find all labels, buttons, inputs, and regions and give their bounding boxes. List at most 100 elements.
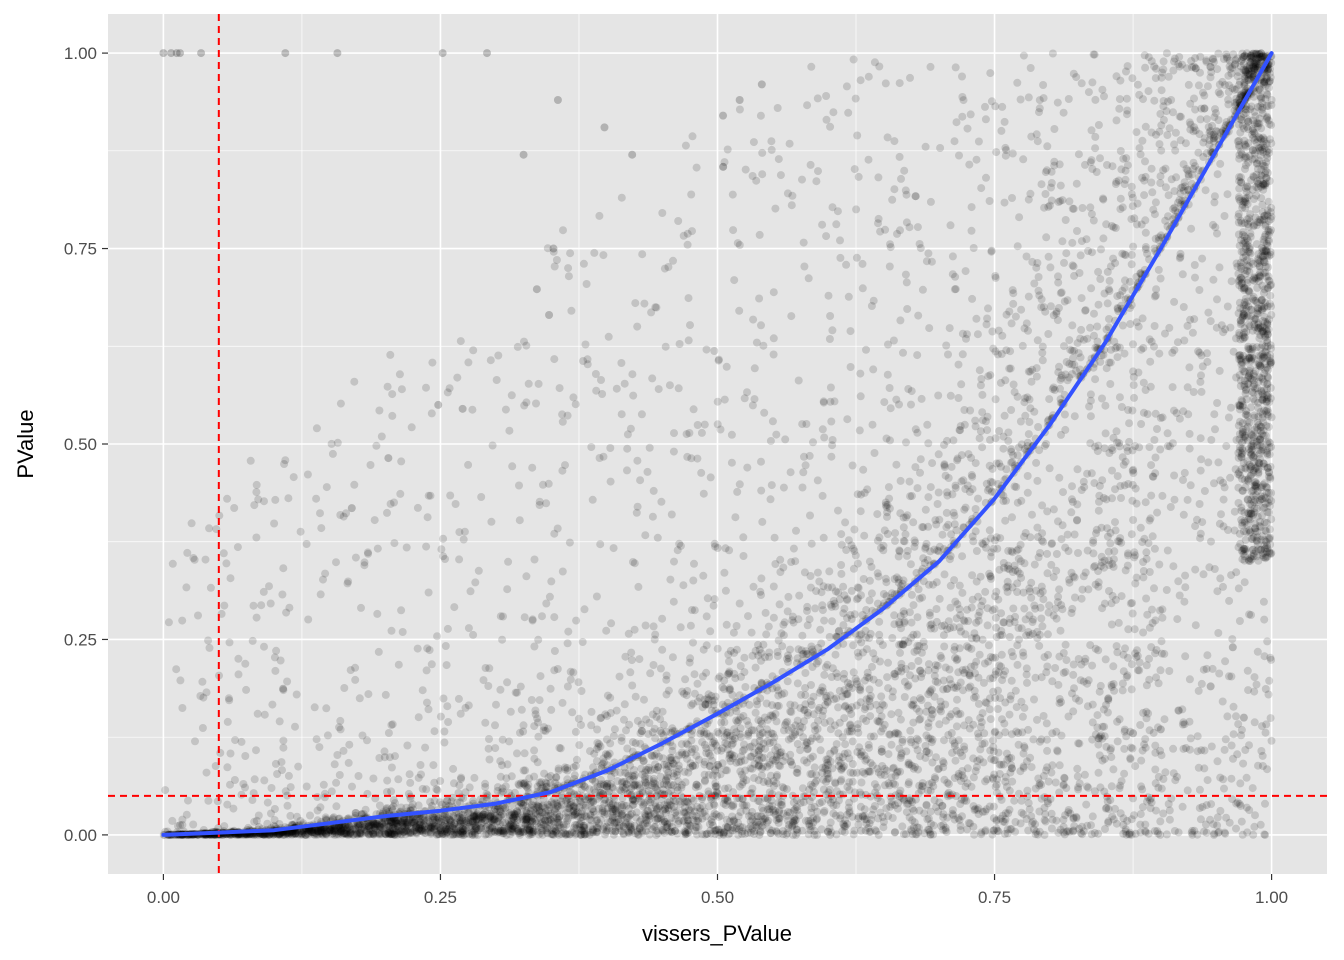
data-point [571, 727, 580, 736]
data-point [644, 774, 653, 783]
data-point [895, 547, 904, 556]
data-point [873, 569, 882, 578]
data-point [577, 721, 585, 729]
data-point [537, 828, 546, 837]
data-point [1264, 65, 1273, 74]
data-point [1250, 822, 1259, 831]
data-point [1068, 321, 1077, 330]
data-point [1050, 386, 1059, 394]
data-point [859, 714, 868, 723]
data-point [1202, 828, 1211, 837]
data-point [994, 827, 1003, 836]
data-point [1175, 254, 1184, 263]
data-point [591, 370, 600, 378]
data-point [1107, 345, 1115, 354]
data-point [223, 800, 232, 809]
data-point [394, 660, 403, 669]
data-point [1077, 325, 1086, 334]
data-point [1197, 371, 1205, 380]
data-point [1001, 151, 1010, 160]
data-point [481, 718, 490, 727]
data-point [421, 743, 430, 752]
data-point [1043, 549, 1052, 558]
data-point [364, 830, 373, 839]
data-point [934, 488, 943, 497]
data-point [900, 166, 909, 175]
data-point [542, 779, 551, 788]
data-point [522, 782, 531, 791]
data-point [803, 745, 812, 754]
data-point [520, 337, 528, 346]
data-point [1223, 190, 1232, 199]
data-point [871, 826, 880, 835]
data-point [845, 778, 854, 787]
data-point [798, 175, 806, 184]
data-point [919, 523, 928, 532]
data-point [772, 430, 781, 439]
data-point [839, 639, 848, 648]
data-point [1042, 766, 1051, 775]
data-point [433, 632, 442, 641]
data-point [1005, 565, 1014, 574]
data-point [1073, 339, 1082, 348]
data-point [1037, 780, 1046, 789]
data-point [520, 401, 529, 410]
data-point [879, 701, 888, 710]
data-point [605, 749, 614, 758]
data-point [397, 803, 406, 812]
data-point [929, 782, 938, 791]
data-point [973, 757, 982, 765]
data-point [644, 781, 653, 790]
data-point [490, 815, 499, 824]
data-point [991, 592, 1000, 601]
data-point [987, 548, 996, 557]
data-point [1026, 189, 1035, 198]
data-point [998, 102, 1007, 111]
data-point [467, 827, 476, 836]
data-point [832, 669, 841, 678]
data-point [979, 540, 988, 549]
data-point [587, 816, 596, 825]
data-point [547, 705, 556, 714]
data-point [1258, 722, 1266, 731]
data-point [632, 813, 640, 822]
data-point [469, 796, 478, 805]
data-point [1218, 697, 1227, 706]
data-point [772, 683, 781, 692]
data-point [572, 804, 581, 813]
data-point [1042, 233, 1051, 242]
data-point [951, 483, 960, 492]
data-point [498, 635, 507, 644]
data-point [184, 796, 192, 805]
data-point [882, 434, 891, 443]
data-point [843, 782, 852, 791]
data-point [620, 700, 629, 709]
data-point [1195, 804, 1204, 813]
data-point [895, 152, 904, 161]
data-point [164, 618, 173, 627]
data-point [484, 682, 493, 690]
data-point [535, 696, 544, 705]
data-point [684, 336, 693, 345]
data-point [533, 782, 542, 791]
data-point [1165, 323, 1174, 332]
data-point [759, 341, 768, 350]
data-point [1038, 622, 1047, 631]
data-point [1216, 90, 1225, 99]
data-point [984, 372, 993, 381]
data-point [1210, 479, 1218, 488]
data-point [862, 606, 871, 614]
data-point [576, 830, 585, 839]
data-point [306, 811, 314, 820]
data-point [1122, 830, 1131, 839]
data-point [472, 815, 481, 824]
data-point [1047, 824, 1056, 833]
data-point [1109, 765, 1118, 774]
data-point [845, 798, 854, 807]
data-point [1006, 695, 1015, 704]
data-point [304, 615, 313, 624]
data-point [765, 808, 774, 817]
data-point [1234, 584, 1243, 593]
data-point [516, 728, 524, 737]
data-point [972, 155, 981, 164]
